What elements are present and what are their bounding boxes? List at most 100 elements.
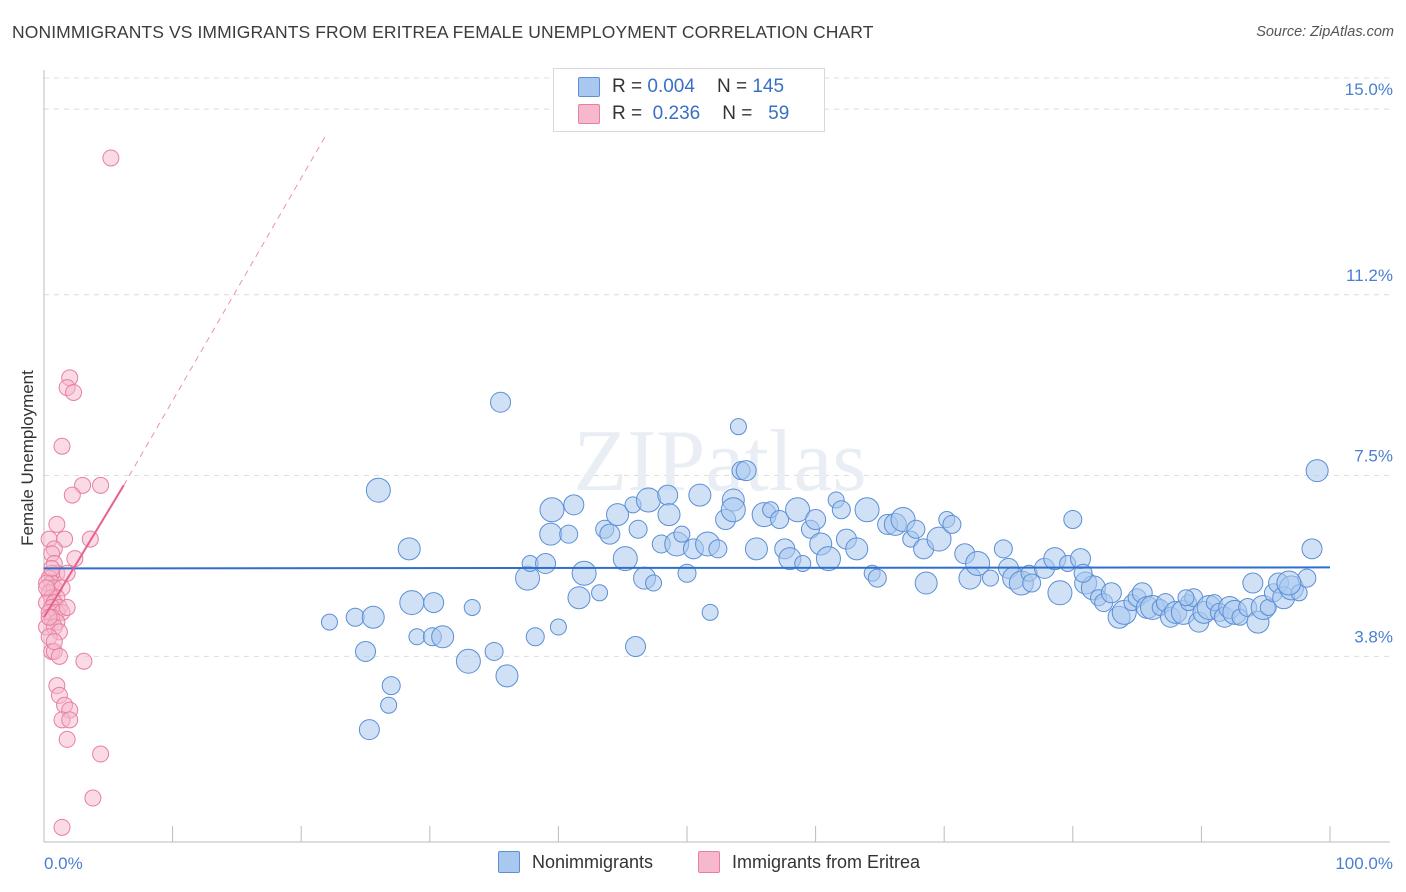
nonimmigrant-point bbox=[657, 503, 681, 527]
legend-label: Nonimmigrants bbox=[532, 851, 654, 872]
n-value: 145 bbox=[752, 76, 785, 97]
nonimmigrant-point bbox=[720, 497, 746, 523]
nonimmigrant-point bbox=[612, 546, 638, 572]
eritrea-point bbox=[50, 647, 68, 665]
nonimmigrant-point bbox=[1242, 572, 1264, 594]
nonimmigrant-point bbox=[490, 391, 512, 413]
eritrea-point bbox=[56, 530, 74, 548]
pink-swatch bbox=[578, 104, 600, 124]
legend-item-eritrea[interactable]: Immigrants from Eritrea bbox=[698, 851, 920, 873]
nonimmigrant-point bbox=[673, 525, 691, 543]
nonimmigrants-trend-line bbox=[43, 566, 1331, 570]
nonimmigrant-point bbox=[628, 519, 648, 539]
nonimmigrant-point bbox=[345, 607, 365, 627]
nonimmigrant-point bbox=[463, 598, 481, 616]
nonimmigrant-point bbox=[1276, 570, 1302, 596]
n-label: N = bbox=[722, 103, 753, 124]
legend-row-nonimmigrants: R = 0.004 N = 145 bbox=[578, 75, 784, 99]
nonimmigrant-point bbox=[431, 625, 455, 649]
nonimmigrants-points bbox=[320, 391, 1329, 741]
legend-label: Immigrants from Eritrea bbox=[732, 851, 921, 872]
nonimmigrant-point bbox=[815, 546, 841, 572]
x-ticks bbox=[172, 826, 1331, 842]
nonimmigrant-point bbox=[845, 537, 869, 561]
source-label: Source: ZipAtlas.com bbox=[1256, 24, 1394, 40]
nonimmigrant-point bbox=[831, 500, 851, 520]
x-tick-label-max: 100.0% bbox=[1335, 854, 1393, 873]
nonimmigrant-point bbox=[1073, 563, 1093, 583]
correlation-legend: R = 0.004 N = 145 R = 0.236 N = 59 bbox=[553, 68, 825, 132]
nonimmigrant-point bbox=[735, 460, 757, 482]
eritrea-point bbox=[58, 598, 76, 616]
legend-item-nonimmigrants[interactable]: Nonimmigrants bbox=[498, 851, 653, 873]
nonimmigrant-point bbox=[591, 584, 609, 602]
eritrea-point bbox=[92, 476, 110, 494]
r-label: R = bbox=[612, 103, 643, 124]
nonimmigrant-point bbox=[381, 676, 401, 696]
nonimmigrant-point bbox=[358, 719, 380, 741]
nonimmigrant-point bbox=[625, 636, 647, 658]
eritrea-point bbox=[65, 383, 83, 401]
nonimmigrant-point bbox=[993, 539, 1013, 559]
nonimmigrant-point bbox=[355, 640, 376, 662]
eritrea-point bbox=[61, 711, 79, 729]
nonimmigrant-point bbox=[361, 605, 385, 629]
nonimmigrant-point bbox=[981, 569, 999, 587]
y-axis-label: Female Unemployment bbox=[18, 370, 37, 546]
series-legend: Nonimmigrants Immigrants from Eritrea bbox=[0, 851, 1406, 877]
nonimmigrant-point bbox=[854, 497, 880, 523]
nonimmigrant-point bbox=[657, 484, 679, 506]
nonimmigrant-point bbox=[1047, 580, 1073, 606]
nonimmigrant-point bbox=[1301, 538, 1323, 560]
nonimmigrant-point bbox=[635, 487, 661, 513]
nonimmigrant-point bbox=[785, 497, 811, 523]
n-value: 59 bbox=[768, 103, 790, 124]
pink-swatch bbox=[698, 851, 720, 873]
eritrea-point bbox=[53, 818, 71, 836]
nonimmigrant-point bbox=[770, 510, 790, 530]
nonimmigrant-point bbox=[906, 519, 926, 539]
nonimmigrant-point bbox=[380, 696, 398, 714]
r-value: 0.004 bbox=[647, 76, 695, 97]
r-value: 0.236 bbox=[652, 103, 701, 124]
nonimmigrant-point bbox=[942, 514, 962, 534]
nonimmigrant-point bbox=[688, 483, 712, 507]
x-tick-label-min: 0.0% bbox=[44, 854, 83, 873]
nonimmigrant-point bbox=[423, 592, 445, 614]
trend-lines bbox=[43, 133, 1331, 618]
eritrea-point bbox=[38, 579, 56, 597]
eritrea-point bbox=[75, 652, 93, 670]
eritrea-point bbox=[48, 515, 66, 533]
chart-title: NONIMMIGRANTS VS IMMIGRANTS FROM ERITREA… bbox=[12, 22, 874, 42]
eritrea-point bbox=[40, 608, 58, 626]
nonimmigrant-point bbox=[645, 574, 663, 592]
nonimmigrant-point bbox=[708, 539, 728, 559]
eritrea-point bbox=[102, 149, 120, 167]
grid-lines bbox=[44, 77, 1390, 657]
nonimmigrant-point bbox=[794, 554, 812, 572]
nonimmigrant-point bbox=[525, 627, 545, 647]
nonimmigrant-point bbox=[1100, 582, 1122, 604]
eritrea-point bbox=[63, 486, 81, 504]
nonimmigrant-point bbox=[701, 603, 719, 621]
nonimmigrant-point bbox=[729, 418, 747, 436]
y-tick-labels: 3.8% 7.5% 11.2% 15.0% bbox=[1345, 80, 1393, 646]
nonimmigrant-point bbox=[320, 613, 338, 631]
y-tick-label: 15.0% bbox=[1345, 80, 1393, 99]
eritrea-points bbox=[38, 149, 120, 836]
nonimmigrant-point bbox=[805, 509, 827, 531]
nonimmigrant-point bbox=[563, 494, 585, 516]
nonimmigrant-point bbox=[744, 537, 768, 561]
watermark: ZIPatlas bbox=[573, 413, 866, 510]
nonimmigrant-point bbox=[559, 524, 579, 544]
y-tick-label: 7.5% bbox=[1354, 447, 1393, 466]
nonimmigrant-point bbox=[535, 552, 557, 574]
eritrea-point bbox=[53, 437, 71, 455]
nonimmigrant-point bbox=[455, 648, 481, 674]
blue-swatch bbox=[578, 77, 600, 97]
nonimmigrant-point bbox=[484, 641, 504, 661]
legend-row-eritrea: R = 0.236 N = 59 bbox=[578, 102, 789, 126]
nonimmigrant-point bbox=[495, 664, 519, 688]
nonimmigrant-point bbox=[926, 526, 952, 552]
